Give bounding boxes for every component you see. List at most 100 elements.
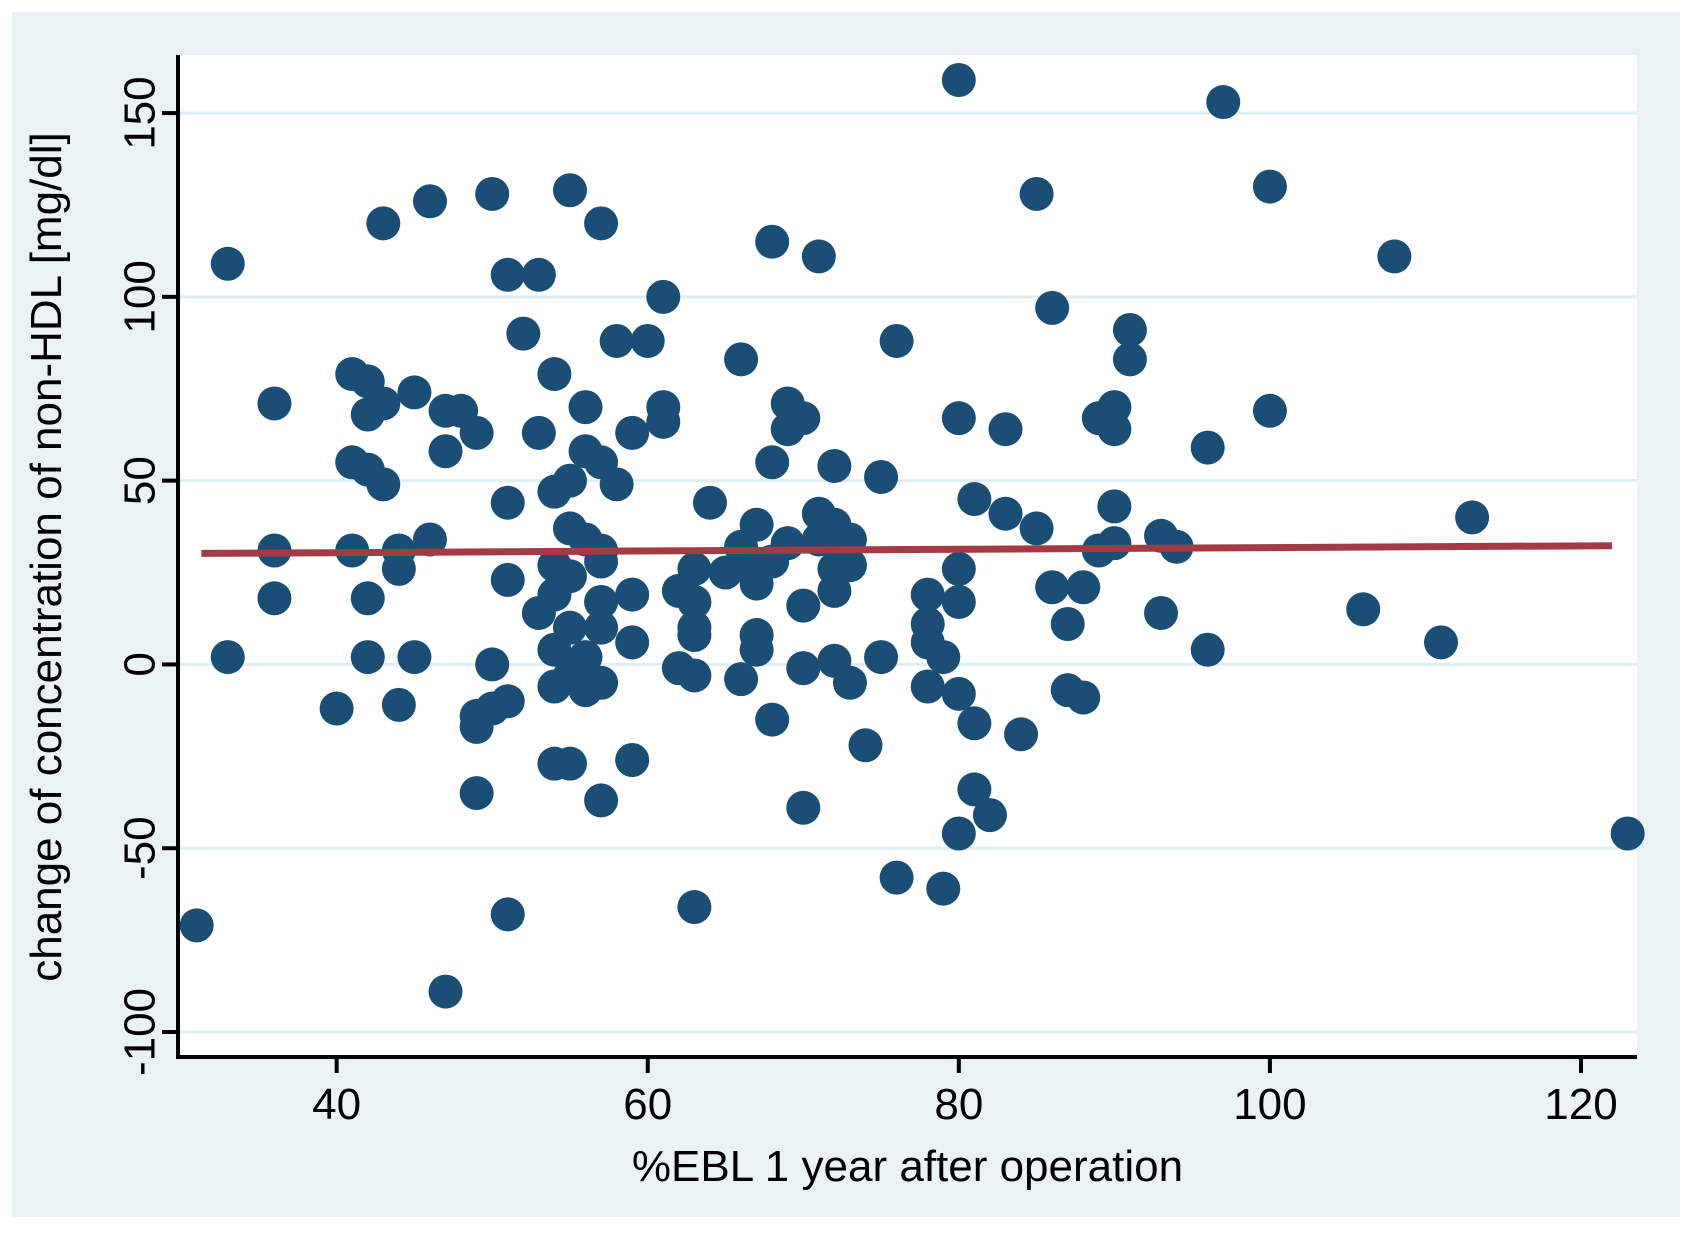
scatter-point [366, 386, 401, 421]
scatter-point [677, 658, 712, 693]
x-tick-label: 60 [623, 1080, 672, 1129]
scatter-point [584, 783, 619, 818]
y-tick-label: 100 [116, 260, 165, 333]
scatter-point [941, 584, 976, 619]
scatter-point [381, 551, 416, 586]
scatter-point [1004, 717, 1039, 752]
scatter-point [459, 776, 494, 811]
scatter-point [1206, 85, 1241, 120]
scatter-point [848, 728, 883, 763]
scatter-point [755, 702, 790, 737]
scatter-point [459, 415, 494, 450]
scatter-point [210, 246, 245, 281]
scatter-point [864, 459, 899, 494]
scatter-point [755, 445, 790, 480]
scatter-point [584, 584, 619, 619]
scatter-point [1252, 393, 1287, 428]
scatter-point [646, 279, 681, 314]
scatter-point [584, 665, 619, 700]
trend-line [201, 542, 1613, 557]
scatter-point [599, 467, 634, 502]
y-tick-label: -50 [116, 816, 165, 880]
x-axis-title: %EBL 1 year after operation [631, 1142, 1184, 1191]
scatter-point [537, 357, 572, 392]
scatter-point [926, 871, 961, 906]
scatter-point [537, 632, 572, 667]
scatter-point [428, 974, 463, 1009]
scatter-point [552, 173, 587, 208]
scatter-point [724, 662, 759, 697]
y-tick-label: 150 [116, 76, 165, 149]
scatter-point [988, 412, 1023, 447]
scatter-point [1066, 570, 1101, 605]
scatter-point [879, 323, 914, 358]
x-tick-label: 120 [1544, 1080, 1617, 1129]
scatter-point [257, 581, 292, 616]
scatter-point [739, 632, 774, 667]
scatter-point [1019, 176, 1054, 211]
scatter-point [490, 485, 525, 520]
scatter-point [724, 342, 759, 377]
scatter-point [1112, 312, 1147, 347]
scatter-point [941, 816, 976, 851]
y-tick-label: 0 [116, 652, 165, 676]
scatter-point [677, 584, 712, 619]
scatter-point [1019, 511, 1054, 546]
scatter-point [786, 401, 821, 436]
scatter-point [412, 522, 447, 557]
scatter-point [521, 257, 556, 292]
scatter-point [584, 610, 619, 645]
scatter-point [786, 651, 821, 686]
scatter-point [381, 687, 416, 722]
scatter-point [1252, 169, 1287, 204]
scatter-point [584, 206, 619, 241]
scatter-point [1144, 595, 1179, 630]
scatter-point [1035, 290, 1070, 325]
scatter-point [475, 176, 510, 211]
scatter-point [910, 577, 945, 612]
scatter-point [910, 669, 945, 704]
scatter-point [786, 588, 821, 623]
scatter-point [179, 908, 214, 943]
scatter-point [459, 709, 494, 744]
scatter-point [599, 323, 634, 358]
scatter-point [490, 897, 525, 932]
scatter-point [490, 684, 525, 719]
scatter-point [1112, 342, 1147, 377]
scatter-point [257, 386, 292, 421]
scatter-point [1190, 632, 1225, 667]
scatter-point [972, 798, 1007, 833]
scatter-point [1377, 239, 1412, 274]
scatter-point [350, 640, 385, 675]
scatter-point [941, 676, 976, 711]
scatter-point [832, 548, 867, 583]
scatter-point [864, 640, 899, 675]
scatter-point [412, 184, 447, 219]
scatter-point [552, 746, 587, 781]
scatter-point [1455, 500, 1490, 535]
scatter-point [957, 482, 992, 517]
scatter-point [552, 463, 587, 498]
scatter-point [832, 665, 867, 700]
scatter-point [366, 467, 401, 502]
scatter-point [1050, 607, 1085, 642]
scatter-point [521, 595, 556, 630]
scatter-point [475, 647, 510, 682]
scatter-point [490, 562, 525, 597]
scatter-point [941, 551, 976, 586]
scatter-point [941, 62, 976, 97]
scatter-point [428, 434, 463, 469]
scatter-point [615, 415, 650, 450]
scatter-point [319, 691, 354, 726]
y-tick-label: -100 [116, 988, 165, 1076]
scatter-point [615, 625, 650, 660]
scatter-point [1610, 816, 1645, 851]
scatter-point [1097, 412, 1132, 447]
scatter-point [568, 390, 603, 425]
scatter-point [350, 581, 385, 616]
scatter-point [801, 239, 836, 274]
scatter-point [537, 669, 572, 704]
scatter-point [957, 772, 992, 807]
scatter-point [708, 555, 743, 590]
scatter-point [210, 640, 245, 675]
